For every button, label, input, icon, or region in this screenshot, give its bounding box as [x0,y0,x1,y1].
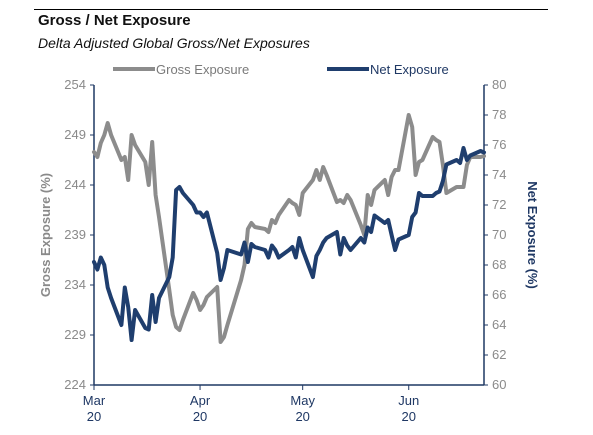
right-tick-label: 76 [492,137,506,152]
left-tick-label: 249 [64,127,86,142]
gross-exposure-line [92,113,486,344]
x-tick-label-month: Mar [83,393,106,408]
left-tick-label: 229 [64,327,86,342]
header-rule [34,9,548,10]
left-tick-label: 244 [64,177,86,192]
chart-subtitle: Delta Adjusted Global Gross/Net Exposure… [38,35,310,51]
right-tick-label: 70 [492,227,506,242]
right-tick-label: 80 [492,77,506,92]
right-tick-label: 68 [492,257,506,272]
x-tick-label-month: Apr [190,393,211,408]
x-tick-label-month: May [290,393,315,408]
chart-title: Gross / Net Exposure [38,12,191,29]
legend-gross-label: Gross Exposure [156,62,249,77]
x-tick-label-year: 20 [87,409,101,424]
right-tick-label: 72 [492,197,506,212]
right-tick-label: 74 [492,167,506,182]
x-tick-label-year: 20 [295,409,309,424]
right-tick-label: 64 [492,317,506,332]
right-tick-label: 62 [492,347,506,362]
left-tick-label: 254 [64,77,86,92]
left-tick-label: 234 [64,277,86,292]
x-tick-label-year: 20 [402,409,416,424]
right-tick-label: 60 [492,377,506,392]
x-tick-label-month: Jun [398,393,419,408]
net-exposure-line [92,146,486,342]
right-tick-label: 78 [492,107,506,122]
right-axis-label: Net Exposure (%) [525,181,540,289]
left-tick-label: 239 [64,227,86,242]
legend-net-label: Net Exposure [370,62,449,77]
left-axis-label: Gross Exposure (%) [38,173,53,297]
x-tick-label-year: 20 [193,409,207,424]
right-tick-label: 66 [492,287,506,302]
left-tick-label: 224 [64,377,86,392]
